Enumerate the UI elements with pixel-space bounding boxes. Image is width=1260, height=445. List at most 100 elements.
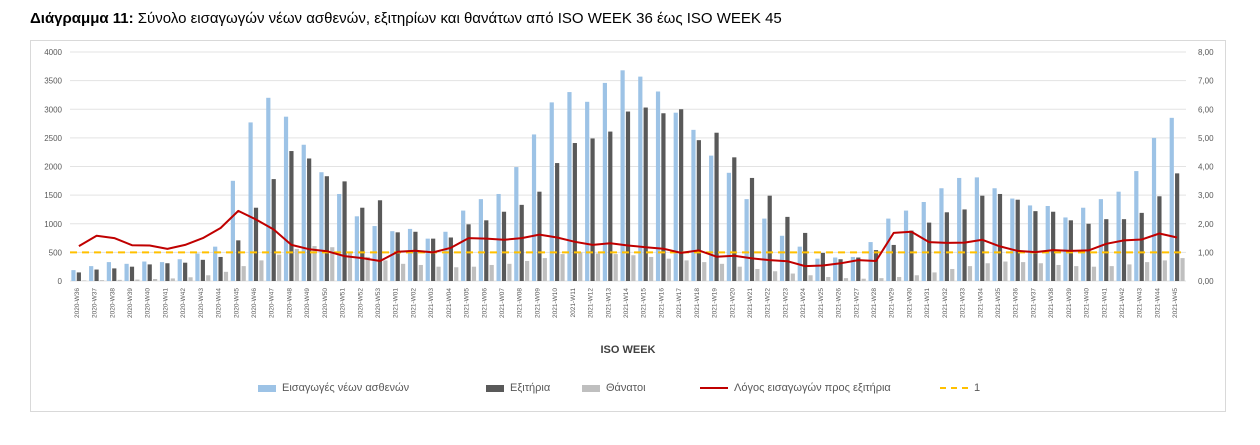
x-tick-label: 2021-W38 xyxy=(1048,288,1055,318)
bar xyxy=(1109,266,1114,281)
bar xyxy=(531,134,537,281)
x-axis-label: ISO WEEK xyxy=(600,344,655,356)
y-tick-label: 2000 xyxy=(44,163,62,172)
bar xyxy=(856,257,861,281)
x-tick-label: 2021-W18 xyxy=(694,288,701,318)
y2-tick-label: 5,00 xyxy=(1198,134,1214,143)
bar xyxy=(843,278,849,281)
bar xyxy=(709,155,714,281)
x-tick-label: 2020-W49 xyxy=(304,288,311,318)
bar xyxy=(1134,171,1139,281)
bar xyxy=(206,275,211,281)
y-tick-label: 4000 xyxy=(44,48,62,57)
bar xyxy=(879,278,884,281)
x-tick-label: 2020-W42 xyxy=(180,288,187,318)
x-tick-label: 2021-W29 xyxy=(889,288,896,318)
bar xyxy=(425,238,430,281)
legend-item: Θάνατοι xyxy=(582,382,646,394)
x-tick-label: 2021-W02 xyxy=(410,288,417,318)
bar xyxy=(595,253,601,281)
bar xyxy=(454,267,459,281)
bar xyxy=(666,258,671,281)
bar xyxy=(1175,173,1180,281)
bar xyxy=(755,268,760,281)
bar xyxy=(891,244,896,281)
chart-title: Διάγραμμα 11: Σύνολο εισαγωγών νέων ασθε… xyxy=(30,10,782,27)
bar xyxy=(590,138,595,281)
bar xyxy=(932,272,937,281)
bar xyxy=(962,209,967,281)
bar xyxy=(1104,219,1109,281)
legend-swatch xyxy=(940,387,968,389)
bar xyxy=(585,101,590,282)
bar xyxy=(838,259,843,281)
bar xyxy=(1098,199,1103,281)
x-tick-label: 2021-W22 xyxy=(765,288,772,318)
bar xyxy=(519,204,524,281)
bar xyxy=(691,129,696,281)
bar xyxy=(277,254,282,281)
bar xyxy=(525,260,530,281)
legend-label: 1 xyxy=(974,382,981,394)
bar xyxy=(213,246,218,281)
x-tick-label: 2021-W39 xyxy=(1066,288,1073,318)
x-tick-label: 2021-W01 xyxy=(393,288,400,318)
bar xyxy=(395,232,400,281)
x-tick-label: 2021-W19 xyxy=(712,288,719,318)
y2-tick-label: 4,00 xyxy=(1198,163,1214,172)
bar xyxy=(183,262,188,281)
bar xyxy=(478,199,483,281)
bar xyxy=(117,279,122,281)
bar xyxy=(820,252,825,281)
y2-tick-label: 2,00 xyxy=(1198,220,1214,229)
x-tick-label: 2021-W12 xyxy=(588,288,595,318)
bar xyxy=(608,131,613,281)
x-tick-label: 2021-W20 xyxy=(729,288,736,318)
y-tick-label: 1000 xyxy=(44,220,62,229)
bar xyxy=(301,144,306,281)
bar xyxy=(312,246,317,281)
x-tick-label: 2020-W38 xyxy=(109,288,116,318)
bar xyxy=(248,122,253,281)
x-tick-label: 2021-W05 xyxy=(464,288,471,318)
bar xyxy=(655,91,661,281)
bar xyxy=(602,82,607,281)
bar xyxy=(779,235,785,281)
bar xyxy=(714,132,719,281)
y2-tick-label: 7,00 xyxy=(1198,77,1214,86)
bar xyxy=(241,266,246,281)
bar xyxy=(803,232,808,281)
bar xyxy=(649,256,654,281)
x-tick-label: 2021-W41 xyxy=(1101,288,1108,318)
ratio-line xyxy=(78,209,1178,268)
bar xyxy=(773,271,778,281)
x-tick-label: 2021-W25 xyxy=(818,288,825,318)
bar xyxy=(785,216,790,281)
bar xyxy=(620,70,625,281)
bar xyxy=(549,102,554,281)
bar xyxy=(967,266,973,281)
x-tick-label: 2021-W36 xyxy=(1013,288,1020,318)
bar xyxy=(833,257,838,281)
x-tick-label: 2021-W24 xyxy=(800,288,807,318)
y-tick-label: 3000 xyxy=(44,105,62,114)
bar xyxy=(613,254,618,281)
bar xyxy=(165,263,170,281)
bar xyxy=(572,143,577,281)
bar xyxy=(471,266,477,281)
bar xyxy=(957,177,962,281)
x-tick-label: 2021-W11 xyxy=(570,288,577,318)
x-tick-label: 2020-W41 xyxy=(162,288,169,318)
bar xyxy=(762,218,767,281)
bar xyxy=(1180,258,1185,281)
bar xyxy=(418,264,423,281)
x-tick-label: 2020-W45 xyxy=(233,288,240,318)
legend: Εισαγωγές νέων ασθενών Εξιτήρια Θάνατοι Λόγ… xyxy=(0,382,1260,402)
bar xyxy=(253,207,259,281)
x-tick-label: 2020-W48 xyxy=(286,288,293,318)
x-tick-label: 2020-W39 xyxy=(127,288,134,318)
bar xyxy=(909,230,914,281)
x-tick-label: 2021-W33 xyxy=(960,288,967,318)
x-tick-label: 2020-W51 xyxy=(340,288,347,318)
x-tick-label: 2020-W53 xyxy=(375,288,382,318)
